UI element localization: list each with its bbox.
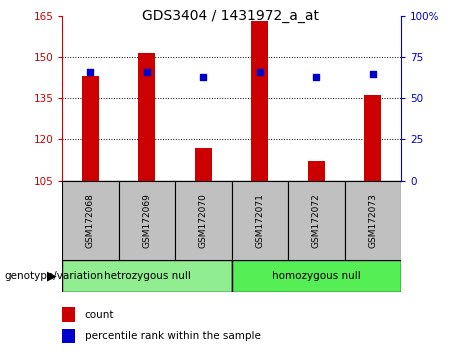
Bar <box>82 76 99 181</box>
Point <box>313 74 320 80</box>
Point <box>200 74 207 80</box>
Text: GSM172069: GSM172069 <box>142 193 152 248</box>
Text: homozygous null: homozygous null <box>272 271 361 281</box>
Text: GSM172072: GSM172072 <box>312 193 321 248</box>
Bar <box>344 181 401 260</box>
Text: genotype/variation: genotype/variation <box>5 271 104 281</box>
Text: GSM172068: GSM172068 <box>86 193 95 248</box>
Text: hetrozygous null: hetrozygous null <box>104 271 190 281</box>
Bar <box>364 96 381 181</box>
Bar <box>308 161 325 181</box>
Bar <box>251 21 268 181</box>
Bar <box>288 181 344 260</box>
Point <box>143 69 151 75</box>
Bar <box>62 181 118 260</box>
Text: GSM172070: GSM172070 <box>199 193 208 248</box>
Text: GSM172073: GSM172073 <box>368 193 378 248</box>
Bar <box>62 307 75 321</box>
Bar <box>195 148 212 181</box>
Point <box>256 69 264 75</box>
Point <box>87 69 94 75</box>
Bar <box>62 329 75 343</box>
Bar <box>138 53 155 181</box>
Bar <box>231 260 401 292</box>
Point <box>369 71 377 76</box>
Bar <box>231 181 288 260</box>
Bar <box>62 260 231 292</box>
Text: GDS3404 / 1431972_a_at: GDS3404 / 1431972_a_at <box>142 9 319 23</box>
Bar <box>175 181 231 260</box>
Text: GSM172071: GSM172071 <box>255 193 265 248</box>
Text: percentile rank within the sample: percentile rank within the sample <box>85 331 260 341</box>
Text: ▶: ▶ <box>47 270 56 282</box>
Bar <box>118 181 175 260</box>
Text: count: count <box>85 310 114 320</box>
